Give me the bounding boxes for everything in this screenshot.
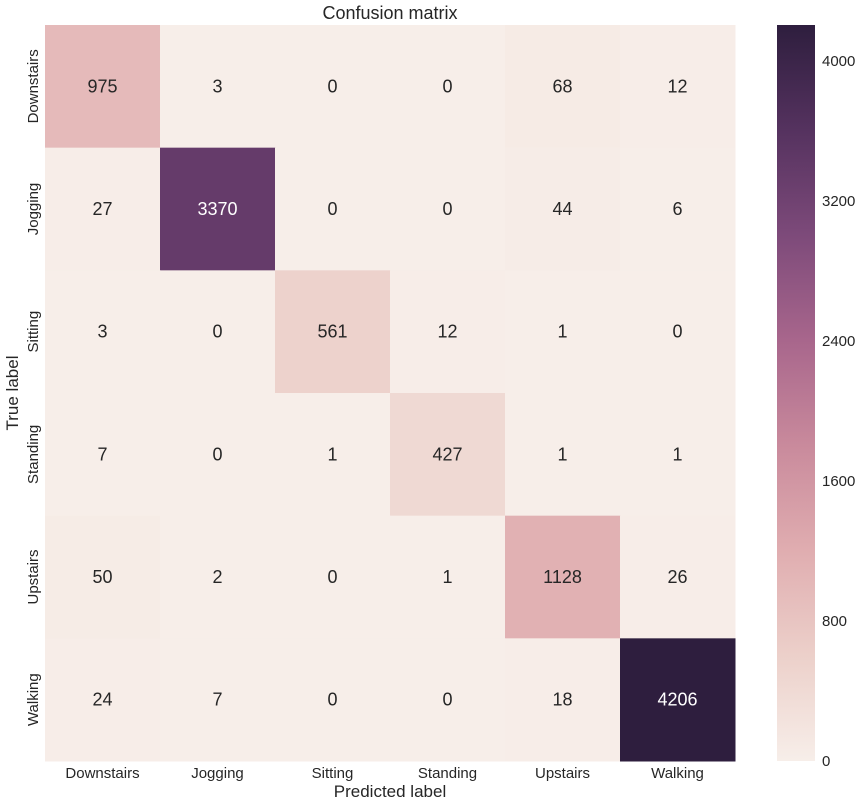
cell-value-label: 18 xyxy=(552,690,572,710)
x-axis-label: Predicted label xyxy=(334,782,446,801)
cell-value-label: 27 xyxy=(92,199,112,219)
heatmap-cell xyxy=(275,393,391,517)
cell-value-label: 50 xyxy=(92,567,112,587)
heatmap-cell xyxy=(505,147,621,271)
colorbar-tick-label: 4000 xyxy=(822,53,855,70)
heatmap-cell xyxy=(160,638,276,762)
colorbar-tick-label: 800 xyxy=(822,613,847,630)
cell-value-label: 24 xyxy=(92,690,112,710)
cell-value-label: 3 xyxy=(97,322,107,342)
heatmap-cell xyxy=(390,393,506,517)
x-tick-label: Jogging xyxy=(191,765,244,782)
cell-value-label: 6 xyxy=(672,199,682,219)
cell-value-label: 0 xyxy=(442,199,452,219)
cell-value-label: 0 xyxy=(327,199,337,219)
cell-value-label: 0 xyxy=(212,444,222,464)
cell-value-label: 0 xyxy=(212,322,222,342)
cell-value-label: 1 xyxy=(557,444,567,464)
heatmap-cell xyxy=(45,515,161,639)
colorbar-tick-label: 1600 xyxy=(822,473,855,490)
heatmap-cell xyxy=(45,25,161,149)
x-tick-label: Walking xyxy=(651,765,704,782)
heatmap-cell xyxy=(390,515,506,639)
heatmap-cell xyxy=(620,25,736,149)
heatmap-cell xyxy=(505,393,621,517)
cell-value-label: 26 xyxy=(667,567,687,587)
heatmap-cell xyxy=(160,25,276,149)
colorbar-tick-labels: 0 800 1600 2400 3200 4000 xyxy=(822,53,855,770)
heatmap-cell xyxy=(505,25,621,149)
cell-value-label: 2 xyxy=(212,567,222,587)
heatmap-cell xyxy=(620,270,736,394)
cell-value-label: 7 xyxy=(97,444,107,464)
cell-value-label: 0 xyxy=(672,322,682,342)
y-tick-label: Sitting xyxy=(25,311,42,353)
colorbar-tick-label: 2400 xyxy=(822,333,855,350)
cell-value-label: 1 xyxy=(327,444,337,464)
y-tick-label: Upstairs xyxy=(25,549,42,604)
heatmap-cell xyxy=(275,270,391,394)
y-tick-label: Standing xyxy=(25,425,42,484)
cell-value-label: 3370 xyxy=(197,199,237,219)
heatmap-cell xyxy=(45,638,161,762)
heatmap-cell xyxy=(160,515,276,639)
heatmap-cell xyxy=(390,638,506,762)
cell-value-label: 0 xyxy=(327,567,337,587)
heatmap-cell xyxy=(390,270,506,394)
heatmap-cell xyxy=(505,638,621,762)
heatmap-cell xyxy=(160,393,276,517)
x-tick-label: Sitting xyxy=(312,765,354,782)
colorbar-tick-label: 3200 xyxy=(822,193,855,210)
heatmap-cell xyxy=(390,147,506,271)
cell-value-label: 12 xyxy=(667,76,687,96)
heatmap-cell xyxy=(275,515,391,639)
heatmap-cell xyxy=(620,515,736,639)
heatmap-cell xyxy=(390,25,506,149)
cell-value-label: 1 xyxy=(442,567,452,587)
heatmap-cell xyxy=(505,270,621,394)
y-axis-label: True label xyxy=(3,356,22,431)
x-tick-label: Downstairs xyxy=(65,765,139,782)
heatmap-cell xyxy=(275,147,391,271)
cell-value-label: 0 xyxy=(327,690,337,710)
colorbar-tick-label: 0 xyxy=(822,753,830,770)
cell-value-label: 0 xyxy=(327,76,337,96)
heatmap-cell xyxy=(45,393,161,517)
heatmap-cell xyxy=(620,638,736,762)
cell-value-label: 68 xyxy=(552,76,572,96)
cell-value-label: 12 xyxy=(437,322,457,342)
y-tick-label: Downstairs xyxy=(25,49,42,123)
cell-value-label: 561 xyxy=(317,322,347,342)
cell-value-label: 3 xyxy=(212,76,222,96)
cell-value-label: 44 xyxy=(552,199,572,219)
x-tick-label: Standing xyxy=(418,765,477,782)
chart-title: Confusion matrix xyxy=(322,3,457,23)
cell-value-label: 1 xyxy=(672,444,682,464)
heatmap-cell xyxy=(160,147,276,271)
x-tick-label: Upstairs xyxy=(535,765,590,782)
heatmap-cell xyxy=(45,270,161,394)
colorbar xyxy=(777,25,815,761)
y-tick-labels: Downstairs Jogging Sitting Standing Upstairs… xyxy=(25,49,42,726)
cell-value-label: 0 xyxy=(442,76,452,96)
cell-value-label: 4206 xyxy=(657,690,697,710)
heatmap-cell xyxy=(275,638,391,762)
cell-value-label: 1128 xyxy=(543,567,582,587)
x-tick-labels: Downstairs Jogging Sitting Standing Upstairs… xyxy=(65,765,703,782)
cell-value-label: 427 xyxy=(432,444,462,464)
heatmap-cell xyxy=(45,147,161,271)
heatmap-cell xyxy=(620,147,736,271)
cell-value-label: 975 xyxy=(87,76,117,96)
heatmap-cell xyxy=(620,393,736,517)
heatmap-cell xyxy=(160,270,276,394)
heatmap-cell xyxy=(275,25,391,149)
heatmap-cell xyxy=(505,515,621,639)
cell-value-label: 1 xyxy=(557,322,567,342)
cell-value-label: 0 xyxy=(442,690,452,710)
cell-value-label: 7 xyxy=(212,690,222,710)
y-tick-label: Walking xyxy=(25,673,42,726)
y-tick-label: Jogging xyxy=(25,183,42,236)
